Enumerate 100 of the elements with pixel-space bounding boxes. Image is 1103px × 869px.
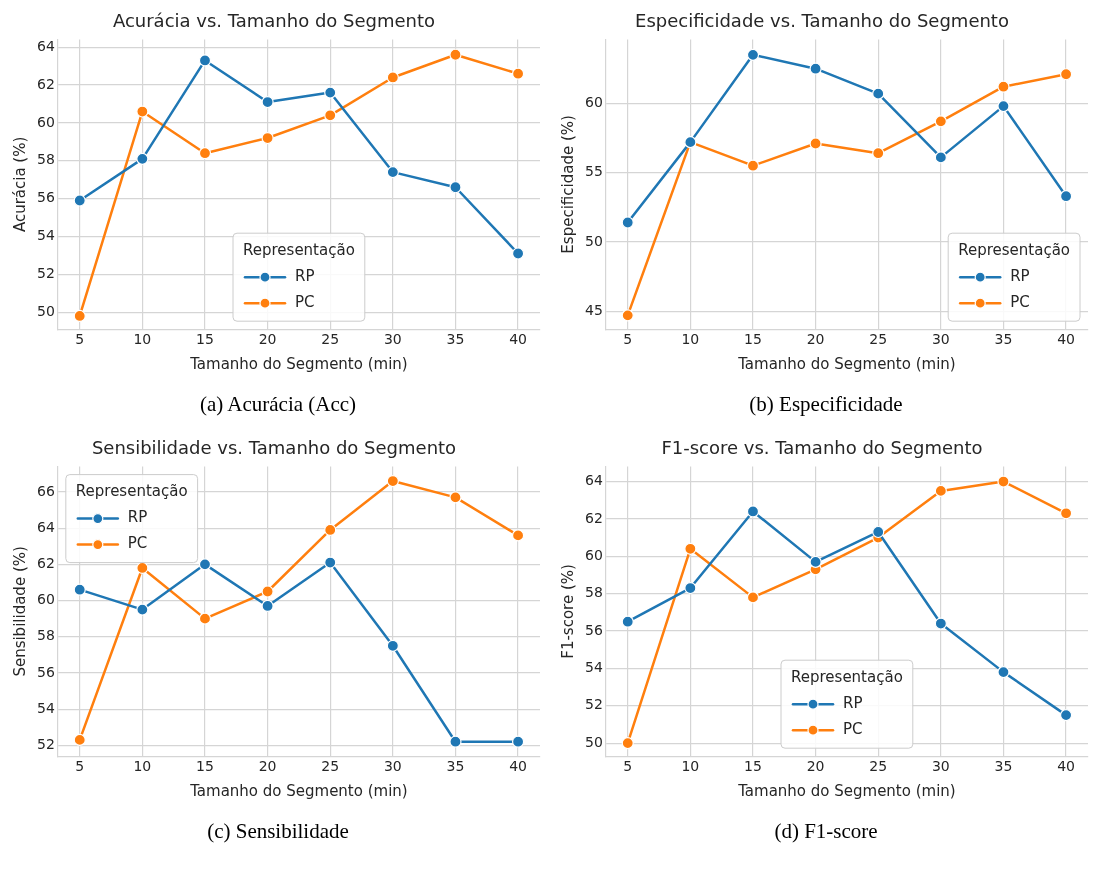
- x-tick-label: 20: [806, 331, 825, 348]
- point: [261, 599, 274, 613]
- y-tick-label: 50: [36, 302, 55, 319]
- point: [1059, 709, 1073, 722]
- point: [621, 216, 634, 229]
- x-tick-label: 30: [931, 758, 950, 775]
- point: [511, 735, 525, 748]
- x-tick-label: 35: [446, 758, 465, 775]
- legend-label: PC: [295, 293, 315, 312]
- point: [73, 583, 86, 596]
- x-tick-label: 30: [931, 331, 950, 348]
- text: (d) F1-score: [774, 819, 878, 844]
- x-tick-label: 20: [806, 758, 825, 775]
- x-tick-label: 25: [321, 758, 340, 775]
- point: [934, 115, 947, 128]
- x-tick-label: 40: [509, 758, 527, 775]
- x-tick-label: 40: [1057, 758, 1075, 775]
- point: [449, 181, 462, 194]
- x-tick-label: 10: [681, 758, 700, 775]
- x-tick-label: 10: [133, 758, 152, 775]
- y-tick-label: 64: [36, 518, 55, 535]
- text: (c) Sensibilidade: [207, 819, 349, 844]
- y-tick-label: 45: [584, 301, 603, 318]
- point: [872, 525, 885, 539]
- point: [997, 475, 1010, 488]
- x-tick-label: 35: [994, 758, 1013, 775]
- point: [746, 591, 760, 604]
- legend-label: PC: [1010, 293, 1030, 312]
- point: [261, 585, 274, 598]
- point: [73, 733, 86, 747]
- point: [511, 247, 525, 260]
- point: [324, 86, 337, 99]
- point: [997, 666, 1010, 679]
- point: [449, 735, 462, 748]
- point: [684, 542, 697, 555]
- chart-title: Especificidade vs. Tamanho do Segmento: [635, 10, 1009, 32]
- x-tick-label: 25: [321, 331, 340, 348]
- y-tick-label: 64: [36, 37, 55, 54]
- chart-title: Sensibilidade vs. Tamanho do Segmento: [91, 437, 457, 459]
- y-axis-title: Sensibilidade (%): [10, 546, 29, 677]
- point: [449, 48, 462, 61]
- point: [997, 80, 1010, 93]
- legend-title: Representação: [243, 241, 355, 260]
- y-tick-label: 62: [36, 75, 55, 92]
- point: [261, 131, 274, 145]
- point: [136, 603, 149, 616]
- y-tick-label: 60: [584, 93, 603, 110]
- point: [746, 505, 760, 518]
- point: [1059, 190, 1073, 203]
- point: [136, 561, 149, 575]
- x-tick-label: 15: [196, 331, 214, 348]
- x-axis-title: Tamanho do Segmento (min): [737, 354, 956, 373]
- x-tick-label: 35: [446, 331, 465, 348]
- point: [934, 151, 947, 164]
- point: [198, 612, 212, 625]
- point: [324, 109, 337, 122]
- point: [684, 581, 697, 595]
- x-tick-label: 40: [1057, 331, 1075, 348]
- point: [872, 147, 885, 160]
- point: [1059, 507, 1073, 520]
- x-tick-label: 20: [258, 331, 277, 348]
- y-tick-label: 50: [584, 232, 603, 249]
- x-tick-label: 40: [509, 331, 527, 348]
- y-tick-label: 66: [36, 482, 55, 499]
- point: [198, 558, 212, 571]
- point: [1059, 68, 1073, 81]
- y-tick-label: 60: [36, 113, 55, 130]
- legend-label: RP: [127, 508, 148, 527]
- point: [324, 523, 337, 537]
- y-tick-label: 64: [584, 472, 603, 489]
- x-tick-label: 10: [133, 331, 152, 348]
- x-tick-label: 5: [75, 758, 85, 775]
- chart-title: Acurácia vs. Tamanho do Segmento: [112, 10, 436, 32]
- x-tick-label: 10: [681, 331, 700, 348]
- legend-title: Representação: [75, 482, 188, 501]
- point: [997, 100, 1010, 113]
- point: [809, 555, 822, 568]
- point: [746, 48, 760, 61]
- y-tick-label: 54: [584, 659, 603, 676]
- y-tick-label: 52: [36, 735, 55, 752]
- x-tick-label: 30: [383, 758, 402, 775]
- point: [872, 87, 885, 100]
- legend-label: RP: [1010, 267, 1030, 286]
- x-axis-title: Tamanho do Segmento (min): [189, 354, 408, 373]
- x-tick-label: 5: [75, 331, 85, 348]
- y-tick-label: 62: [584, 509, 603, 526]
- y-tick-label: 60: [584, 546, 603, 563]
- text: (a) Acurácia (Acc): [199, 392, 357, 417]
- point: [746, 159, 760, 172]
- legend-title: Representação: [791, 668, 903, 687]
- point: [621, 615, 634, 628]
- y-tick-label: 62: [36, 554, 55, 571]
- y-tick-label: 52: [36, 264, 55, 281]
- y-tick-label: 58: [36, 151, 55, 168]
- x-axis-title: Tamanho do Segmento (min): [737, 781, 956, 800]
- x-tick-label: 5: [623, 331, 633, 348]
- y-tick-label: 54: [36, 227, 55, 244]
- point: [324, 556, 337, 569]
- x-tick-label: 20: [258, 758, 277, 775]
- point: [136, 152, 149, 165]
